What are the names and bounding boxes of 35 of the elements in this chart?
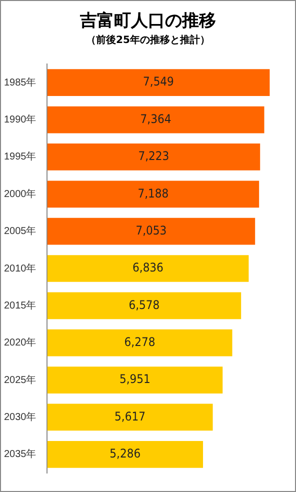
y-tick-label: 2025年	[4, 374, 36, 386]
y-tick-label: 2035年	[4, 448, 36, 460]
y-tick-label: 1995年	[4, 150, 36, 163]
bar	[47, 69, 270, 96]
data-label: 5,286	[110, 446, 141, 461]
data-label: 7,053	[136, 223, 167, 238]
y-tick-label: 2010年	[4, 262, 36, 274]
data-label: 6,836	[132, 260, 164, 275]
data-label: 7,223	[138, 149, 170, 164]
bar	[47, 180, 260, 208]
data-label: 7,549	[143, 74, 174, 89]
bar	[47, 106, 264, 134]
bar	[47, 218, 256, 245]
y-tick-label: 1990年	[4, 114, 36, 126]
bar	[47, 329, 232, 356]
y-tick-label: 2000年	[4, 188, 36, 200]
y-tick-label: 2030年	[4, 410, 36, 423]
y-tick-label: 1985年	[4, 76, 36, 88]
chart-title: 吉富町人口の推移	[79, 10, 217, 32]
bar	[47, 366, 223, 394]
data-label: 6,278	[124, 334, 156, 349]
data-label: 7,188	[138, 186, 169, 200]
bar	[47, 440, 204, 468]
data-label: 7,364	[140, 112, 172, 126]
bar	[47, 255, 249, 282]
bar	[47, 144, 260, 170]
bar	[47, 292, 242, 320]
y-tick-label: 2005年	[4, 225, 36, 238]
data-label: 5,951	[119, 372, 150, 386]
chart-subtitle: （前後25年の推移と推計）	[85, 34, 211, 47]
data-label: 5,617	[114, 409, 146, 424]
data-label: 6,578	[128, 298, 160, 312]
y-tick-label: 2020年	[4, 336, 36, 349]
bar	[47, 404, 213, 431]
y-tick-label: 2015年	[4, 299, 36, 312]
